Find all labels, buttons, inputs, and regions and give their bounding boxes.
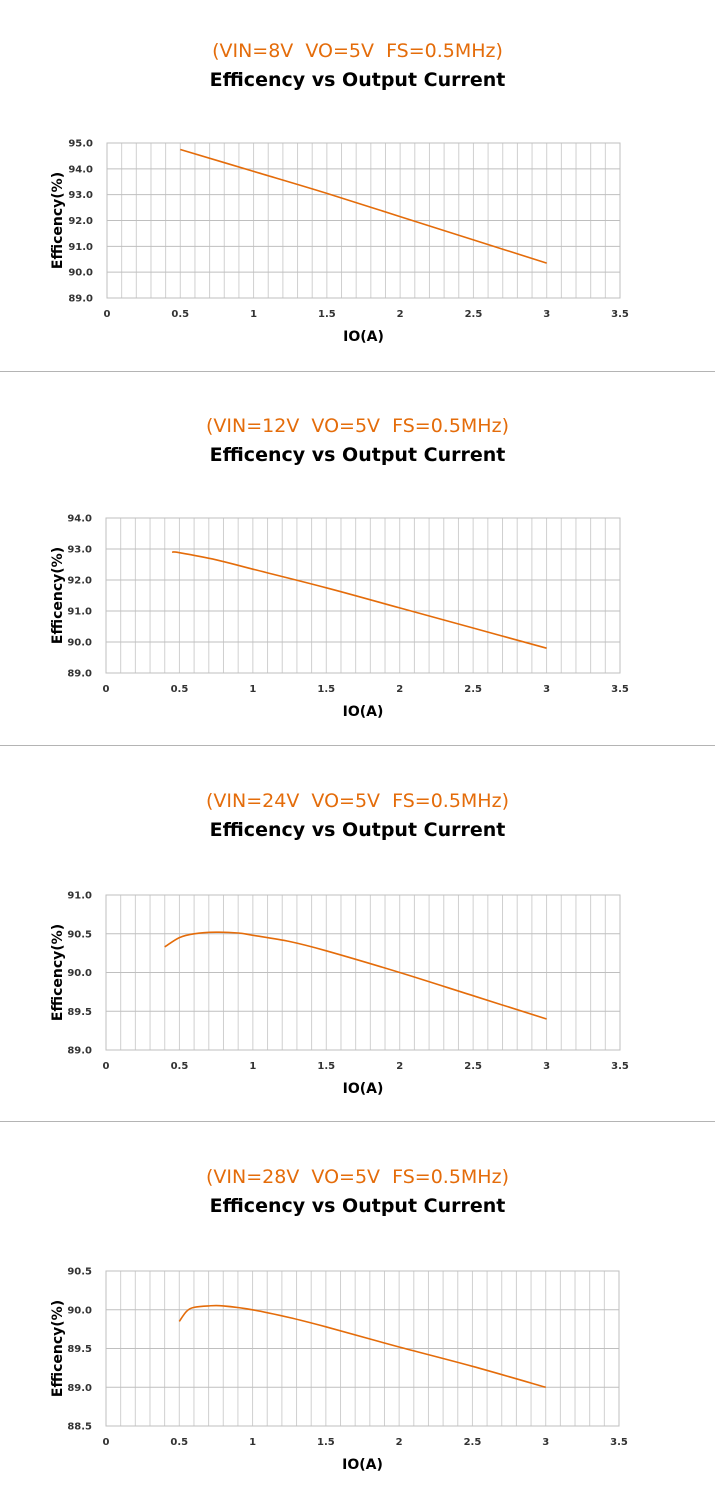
x-tick-label: 0: [103, 684, 110, 695]
chart-title: Efficency vs Output Current: [209, 444, 506, 466]
x-tick-label: 0.5: [171, 309, 189, 320]
x-tick-label: 1: [249, 1437, 256, 1448]
x-tick-label: 2: [396, 1061, 403, 1072]
chart-plot-3: 89.0 89.5 90.0 90.5 91.0 0 0.5 1 1.5 2 2.5 3 3.5 IO(A…: [50, 891, 629, 1098]
grid: [107, 142, 620, 299]
x-tick-label: 3.5: [611, 684, 629, 695]
x-axis-label: IO(A): [343, 704, 384, 720]
x-axis-label: IO(A): [343, 329, 384, 345]
x-tick-label: 3: [543, 1061, 550, 1072]
x-tick-label: 0.5: [171, 1061, 189, 1072]
x-tick-label: 2.5: [464, 1061, 482, 1072]
grid: [106, 1270, 619, 1427]
x-tick-label: 1.5: [317, 1437, 335, 1448]
y-tick-label: 88.5: [67, 1422, 92, 1433]
x-tick-label: 3.5: [611, 1061, 629, 1072]
x-tick-label: 2: [397, 309, 404, 320]
x-tick-label: 1.5: [317, 1061, 335, 1072]
series-line: [178, 1304, 546, 1389]
y-tick-label: 92.0: [68, 216, 93, 227]
chart-panel-1: (VIN=8V VO=5V FS=0.5MHz) Efficency vs Ou…: [0, 0, 715, 374]
y-tick-label: 90.0: [67, 638, 92, 649]
x-axis-label: IO(A): [342, 1457, 383, 1473]
x-tick-label: 2: [396, 684, 403, 695]
chart-subtitle: (VIN=12V VO=5V FS=0.5MHz): [206, 415, 509, 437]
x-tick-label: 0.5: [171, 684, 189, 695]
chart-subtitle: (VIN=24V VO=5V FS=0.5MHz): [206, 790, 509, 812]
series-line: [164, 931, 547, 1020]
x-axis-label: IO(A): [343, 1081, 384, 1097]
x-tick-label: 1: [249, 684, 256, 695]
plot-frame: [105, 1270, 620, 1427]
y-axis-label: Efficency(%): [50, 924, 66, 1021]
plot-frame: [105, 517, 621, 674]
x-tick-label: 0: [104, 309, 111, 320]
x-tick-label: 3: [543, 684, 550, 695]
chart-title: Efficency vs Output Current: [209, 819, 506, 841]
y-tick-label: 89.5: [67, 1007, 92, 1018]
y-axis-label: Efficency(%): [50, 1300, 66, 1397]
y-tick-label: 90.0: [67, 968, 92, 979]
y-tick-label: 90.5: [67, 1267, 92, 1278]
x-tick-label: 3: [543, 309, 550, 320]
y-tick-label: 93.0: [67, 545, 92, 556]
y-tick-label: 90.0: [68, 268, 93, 279]
panel-divider: [0, 745, 715, 746]
x-tick-label: 3.5: [611, 309, 629, 320]
y-tick-label: 91.0: [68, 242, 93, 253]
y-tick-label: 92.0: [67, 576, 92, 587]
series-line: [180, 148, 547, 264]
y-tick-label: 91.0: [67, 607, 92, 618]
y-tick-label: 93.0: [68, 190, 93, 201]
y-tick-label: 90.5: [67, 929, 92, 940]
panel-divider: [0, 1121, 715, 1122]
chart-subtitle: (VIN=8V VO=5V FS=0.5MHz): [212, 40, 503, 62]
y-tick-label: 90.0: [67, 1305, 92, 1316]
x-tick-label: 0.5: [170, 1437, 188, 1448]
x-tick-label: 2.5: [465, 309, 483, 320]
chart-panel-2: (VIN=12V VO=5V FS=0.5MHz) Efficency vs O…: [0, 374, 715, 748]
y-tick-label: 89.0: [67, 1383, 92, 1394]
chart-title: Efficency vs Output Current: [209, 69, 506, 91]
y-axis-label: Efficency(%): [50, 547, 66, 644]
y-tick-label: 89.0: [67, 669, 92, 680]
chart-plot-1: 89.0 90.0 91.0 92.0 93.0 94.0 95.0 0 0.5 1 1.5 2 2.5…: [50, 139, 629, 346]
grid: [106, 517, 620, 674]
chart-plot-4: 88.5 89.0 89.5 90.0 90.5 0 0.5 1 1.5 2 2.5 3 3.5 IO(A…: [50, 1267, 628, 1474]
x-tick-label: 2.5: [464, 684, 482, 695]
y-tick-label: 89.0: [68, 294, 93, 305]
chart-title: Efficency vs Output Current: [209, 1195, 506, 1217]
plot-frame: [106, 142, 621, 299]
y-tick-label: 89.5: [67, 1344, 92, 1355]
chart-subtitle: (VIN=28V VO=5V FS=0.5MHz): [206, 1166, 509, 1188]
y-tick-label: 94.0: [68, 164, 93, 175]
plot-frame: [105, 894, 621, 1051]
y-tick-label: 91.0: [67, 891, 92, 902]
chart-panel-4: (VIN=28V VO=5V FS=0.5MHz) Efficency vs O…: [0, 1124, 715, 1498]
y-axis-label: Efficency(%): [50, 172, 66, 269]
chart-panel-3: (VIN=24V VO=5V FS=0.5MHz) Efficency vs O…: [0, 748, 715, 1122]
chart-plot-2: 89.0 90.0 91.0 92.0 93.0 94.0 0 0.5 1 1.5 2 2.5 3 3.5…: [50, 514, 629, 721]
x-tick-label: 3.5: [610, 1437, 628, 1448]
y-tick-label: 94.0: [67, 514, 92, 525]
series-line: [172, 551, 547, 649]
x-tick-label: 1: [249, 1061, 256, 1072]
grid: [106, 894, 620, 1051]
x-tick-label: 2: [396, 1437, 403, 1448]
y-tick-label: 95.0: [68, 139, 93, 150]
y-tick-label: 89.0: [67, 1046, 92, 1057]
x-tick-label: 2.5: [464, 1437, 482, 1448]
x-tick-label: 0: [103, 1061, 110, 1072]
x-tick-label: 1: [250, 309, 257, 320]
x-tick-label: 1.5: [317, 684, 335, 695]
x-tick-label: 1.5: [318, 309, 336, 320]
panel-divider: [0, 371, 715, 372]
x-tick-label: 0: [103, 1437, 110, 1448]
x-tick-label: 3: [542, 1437, 549, 1448]
